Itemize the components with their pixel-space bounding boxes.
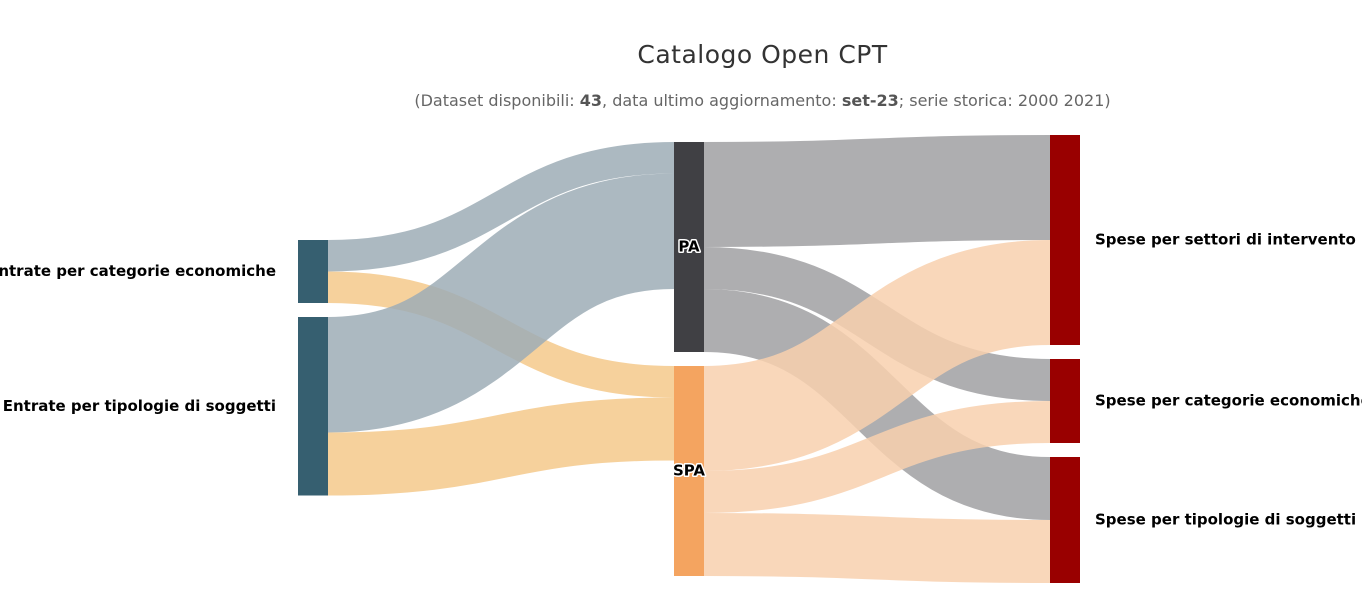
- node-spa[interactable]: [674, 366, 704, 576]
- labels-layer: Entrate per categorie economiche Entrate …: [0, 231, 1362, 529]
- subtitle-suffix: ; serie storica: 2000 2021): [898, 91, 1111, 110]
- link-ent-cat-to-pa[interactable]: [327, 142, 675, 272]
- node-ent-tip[interactable]: [298, 317, 328, 496]
- link-pa-to-sp-set[interactable]: [703, 135, 1051, 247]
- link-spa-to-sp-set[interactable]: [702, 240, 1052, 471]
- link-spa-to-sp-tip[interactable]: [703, 513, 1051, 583]
- node-label-pa: PA: [678, 238, 700, 256]
- link-ent-tip-to-spa[interactable]: [327, 397, 675, 496]
- subtitle-middle: , data ultimo aggiornamento:: [602, 91, 842, 110]
- nodes-layer: [298, 135, 1080, 583]
- chart-title: Catalogo Open CPT: [637, 40, 888, 69]
- node-label-sp-cat: Spese per categorie economiche: [1095, 392, 1362, 410]
- link-spa-to-sp-cat[interactable]: [703, 401, 1051, 513]
- update-date: set-23: [841, 91, 899, 110]
- node-label-ent-cat: Entrate per categorie economiche: [0, 262, 276, 280]
- node-pa[interactable]: [674, 142, 704, 352]
- node-sp-tip[interactable]: [1050, 457, 1080, 583]
- node-label-sp-set: Spese per settori di intervento: [1095, 231, 1356, 249]
- links-layer: [326, 135, 1052, 583]
- node-label-sp-tip: Spese per tipologie di soggetti: [1095, 511, 1356, 529]
- node-sp-set[interactable]: [1050, 135, 1080, 345]
- link-ent-tip-to-pa[interactable]: [326, 173, 676, 433]
- subtitle-prefix: (Dataset disponibili:: [414, 91, 580, 110]
- chart-subtitle: (Dataset disponibili: 43, data ultimo ag…: [0, 91, 1362, 110]
- dataset-count: 43: [579, 91, 603, 110]
- node-label-ent-tip: Entrate per tipologie di soggetti: [3, 397, 276, 415]
- node-sp-cat[interactable]: [1050, 359, 1080, 443]
- node-ent-cat[interactable]: [298, 240, 328, 303]
- node-label-spa: SPA: [673, 462, 705, 480]
